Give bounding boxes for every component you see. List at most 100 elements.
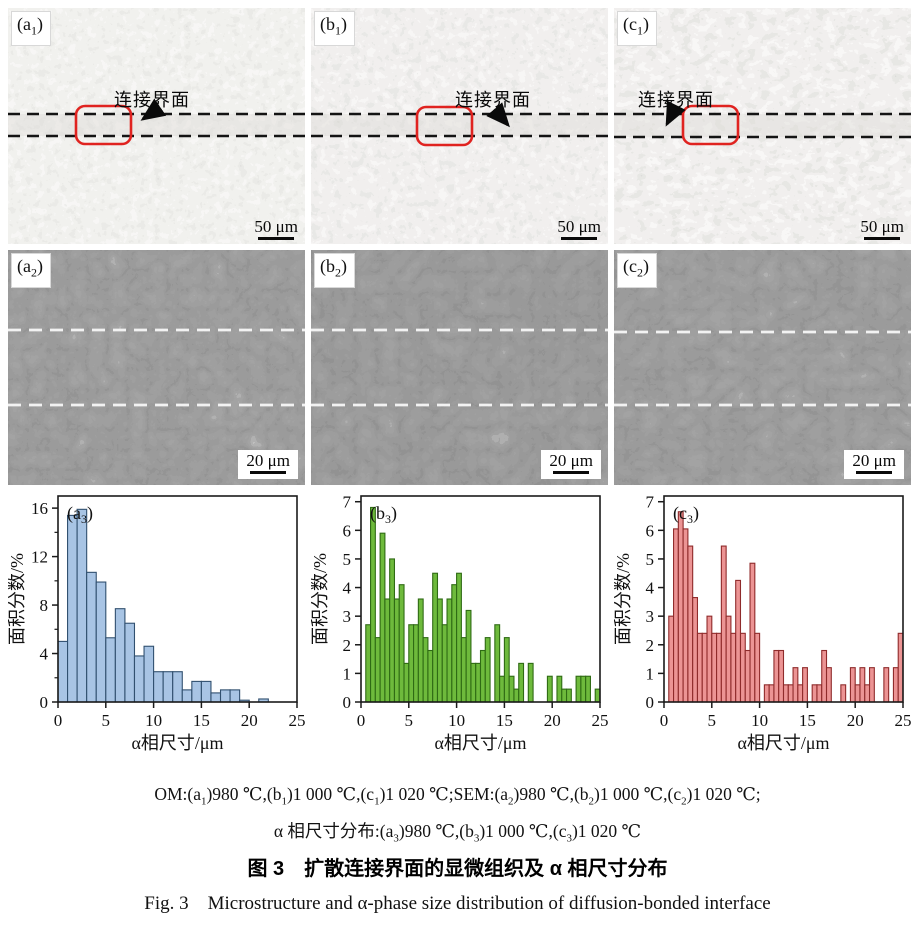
chart-panel-label: (b3) [370,503,397,526]
bar [417,598,424,703]
histogram-svg: 0 5 10 15 20 25 0 1 2 3 4 5 6 7 α相尺寸/μm 面积分数/% (c3) [613,493,912,753]
bar [692,597,699,703]
bar [821,649,828,703]
y-tick-label: 4 [40,645,49,664]
om-overlay-b1 [311,102,608,147]
bar [219,689,231,703]
bar [451,584,458,703]
histogram-a3: 0 5 10 15 20 25 0 4 8 12 16 α相尺寸/μm 面积分数/% (a3) [7,488,306,756]
bar [499,675,505,703]
interface-highlight-box [415,105,474,147]
bar [744,649,751,703]
figure-title-en: Fig. 3 Microstructure and α-phase size d… [144,893,771,914]
x-tick-label: 10 [145,711,162,730]
bar [408,624,415,703]
bar [585,675,591,703]
bar [172,671,183,703]
histogram-svg: 0 5 10 15 20 25 0 1 2 3 4 5 6 7 α相尺寸/μm 面积分数/% (b3) [310,493,609,753]
scale-bar-line [553,471,590,474]
figure-title-zh: 图 3 扩散连接界面的显微组织及 α 相尺寸分布 [247,858,668,880]
x-tick-label: 15 [799,711,816,730]
interface-annotation: 连接界面 [455,90,531,110]
bar [720,545,727,703]
annotation-arrow-icon [665,100,686,127]
om-panel-b1: (b1) 连接界面 50 μm [311,8,608,244]
bar [393,598,400,703]
bar [422,637,429,703]
bar [711,632,718,703]
panel-label-a2: (a2) [11,253,51,288]
plot-frame [360,495,601,703]
y-tick-label: 0 [40,693,49,712]
y-tick-label: 8 [40,596,49,615]
bar [441,624,448,703]
scale-bar: 20 μm [541,450,601,479]
bar [503,637,510,703]
y-tick-label: 4 [343,579,352,598]
bar [787,684,794,703]
y-tick-label: 6 [646,521,655,540]
panel-label-a1: (a1) [11,11,51,46]
histogram-c3: 0 5 10 15 20 25 0 1 2 3 4 5 6 7 α相尺寸/μm 面积分数/% (c3) [613,488,912,756]
om-overlay-a1 [8,98,305,146]
x-tick-label: 0 [357,711,366,730]
bar [389,558,396,703]
bar [181,689,193,703]
interface-band [311,114,608,136]
histogram-svg: 0 5 10 15 20 25 0 4 8 12 16 α相尺寸/μm 面积分数/% (a3) [7,495,306,753]
bar [687,545,694,703]
bar [67,514,78,703]
bar [730,632,737,703]
bar [706,615,713,703]
scale-bar-line [856,471,893,474]
bar [892,667,899,703]
sem-micrograph-image [311,250,608,485]
scale-bar: 20 μm [844,450,904,479]
bar [114,608,126,703]
scale-bar: 50 μm [860,217,904,240]
bar [518,662,525,703]
y-tick-label: 0 [343,693,352,712]
interface-annotation: 连接界面 [638,90,714,110]
bar [735,579,742,703]
om-micrograph-image [311,8,608,244]
interface-annotation: 连接界面 [114,90,190,110]
bar [864,684,871,703]
bar [782,684,789,703]
annotation-arrow-icon [140,98,167,121]
bar [802,667,808,703]
bar [859,667,866,703]
bar [763,684,770,703]
interface-band [8,114,305,136]
bar [668,615,675,703]
y-tick-label: 3 [343,607,352,626]
scale-bar-line [864,237,901,240]
x-axis-label: α相尺寸/μm [131,733,223,753]
y-tick-label: 6 [343,521,352,540]
x-axis-label: α相尺寸/μm [737,733,829,753]
panel-label-b1: (b1) [314,11,355,46]
bar [768,684,775,703]
sem-micrograph-image [8,250,305,485]
y-tick-label: 5 [343,550,352,569]
plot-frame [57,495,298,703]
bar [575,675,582,703]
bar [200,680,212,703]
bar [403,662,410,703]
bar [374,637,381,703]
interface-band [614,114,911,137]
bar [465,609,472,703]
chart-panel-label: (a3) [67,503,93,526]
x-tick-label: 25 [289,711,306,730]
scale-bar-label: 20 μm [549,451,593,470]
x-tick-label: 25 [592,711,609,730]
y-tick-label: 16 [31,499,48,518]
bar [561,688,568,703]
bar [57,640,69,703]
bar [446,598,453,703]
y-tick-label: 4 [646,579,655,598]
bar [739,632,746,703]
bar [153,671,164,703]
scale-bar-label: 20 μm [246,451,290,470]
